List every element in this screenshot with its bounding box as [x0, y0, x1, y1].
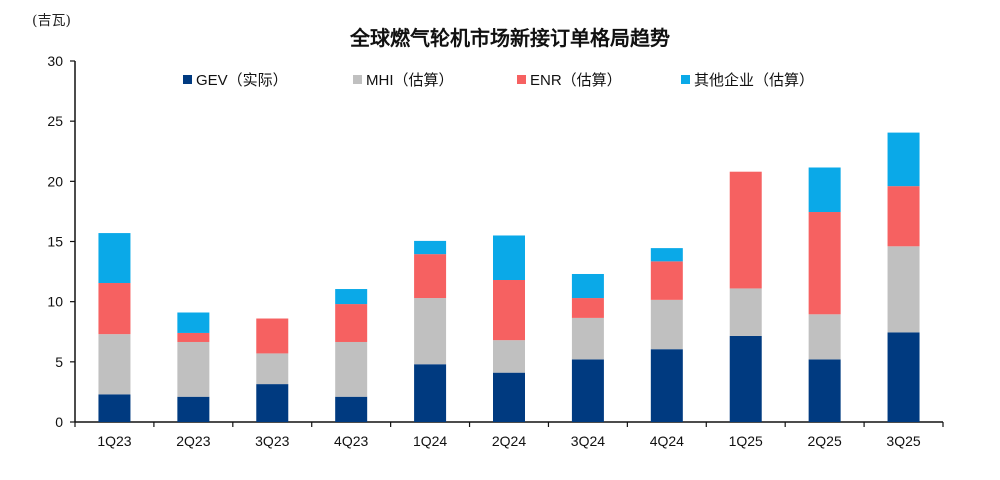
bar-segment-enr — [808, 212, 841, 315]
bar-segment-others — [493, 235, 525, 281]
legend-swatch — [353, 75, 362, 84]
y-tick-label: 25 — [47, 113, 63, 129]
bar-segment-enr — [493, 280, 525, 341]
bar-segment-gev — [650, 349, 683, 422]
bar-segment-mhi — [808, 314, 841, 360]
bar-segment-enr — [729, 171, 762, 289]
bar-segment-gev — [414, 364, 447, 422]
y-tick-label: 20 — [47, 173, 63, 189]
bar-segment-gev — [808, 359, 841, 422]
legend-label: 其他企业（估算） — [694, 71, 814, 89]
x-tick-label: 2Q25 — [808, 433, 842, 449]
bar-segment-gev — [177, 396, 210, 422]
bar-segment-enr — [256, 318, 289, 354]
legend-label: GEV（实际） — [196, 72, 288, 89]
bar-segment-mhi — [650, 299, 683, 350]
y-tick-label: 15 — [47, 234, 63, 250]
bar-segment-others — [335, 289, 368, 305]
bar-segment-mhi — [493, 340, 525, 373]
y-tick-label: 5 — [55, 354, 63, 370]
bar-segment-enr — [177, 332, 210, 342]
bar-segment-gev — [335, 396, 368, 422]
chart-title: 全球燃气轮机市场新接订单格局趋势 — [350, 26, 670, 50]
y-axis-unit-label: (吉瓦) — [32, 13, 71, 29]
bar-segment-enr — [571, 298, 604, 318]
bar-segment-mhi — [729, 288, 762, 336]
bar-segment-others — [887, 132, 920, 187]
bar-segment-enr — [887, 186, 920, 247]
legend-swatch — [517, 75, 526, 84]
bar-segment-mhi — [414, 298, 447, 365]
x-tick-label: 4Q24 — [650, 433, 684, 449]
x-tick-label: 3Q23 — [255, 433, 289, 449]
bar-segment-mhi — [571, 317, 604, 360]
y-tick-label: 10 — [47, 294, 63, 310]
bar-segment-enr — [335, 304, 368, 342]
bar-segment-others — [650, 248, 683, 262]
legend-swatch — [183, 75, 192, 84]
bar-segment-gev — [256, 384, 289, 422]
bar-segment-enr — [414, 254, 447, 299]
bar-segment-mhi — [335, 341, 368, 397]
bar-segment-enr — [98, 283, 131, 335]
bar-segment-gev — [729, 335, 762, 422]
bar-segment-enr — [650, 261, 683, 300]
bar-segment-others — [571, 273, 604, 299]
bar-segment-gev — [571, 359, 604, 422]
x-tick-label: 3Q25 — [886, 433, 920, 449]
bar-segment-mhi — [887, 246, 920, 333]
x-tick-label: 2Q24 — [492, 433, 526, 449]
y-tick-label: 30 — [47, 53, 63, 69]
x-tick-label: 1Q23 — [97, 433, 131, 449]
x-tick-label: 4Q23 — [334, 433, 368, 449]
bar-segment-mhi — [98, 334, 131, 395]
legend-label: MHI（估算） — [366, 71, 454, 89]
legend-label: ENR（估算） — [530, 71, 622, 89]
bar-segment-mhi — [256, 353, 289, 385]
legend-swatch — [681, 75, 690, 84]
bar-segment-gev — [98, 394, 131, 422]
bar-segment-gev — [887, 332, 920, 422]
bar-segment-others — [414, 240, 447, 255]
x-tick-label: 2Q23 — [176, 433, 210, 449]
x-tick-label: 1Q25 — [729, 433, 763, 449]
y-tick-label: 0 — [55, 414, 63, 430]
bar-segment-others — [98, 233, 131, 284]
bar-segment-mhi — [177, 341, 210, 397]
bar-segment-others — [808, 167, 841, 213]
bar-segment-others — [177, 312, 210, 333]
bar-segment-gev — [493, 372, 525, 422]
x-tick-label: 1Q24 — [413, 433, 447, 449]
x-tick-label: 3Q24 — [571, 433, 605, 449]
